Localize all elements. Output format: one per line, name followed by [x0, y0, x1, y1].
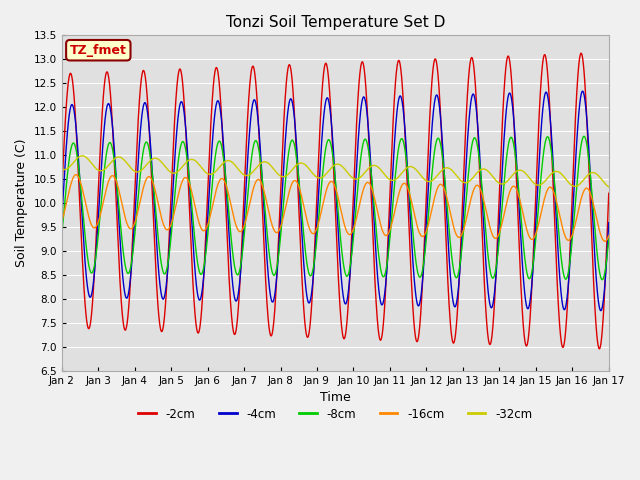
- -32cm: [605, 184, 612, 190]
- -8cm: [268, 266, 275, 272]
- Legend: -2cm, -4cm, -8cm, -16cm, -32cm: -2cm, -4cm, -8cm, -16cm, -32cm: [134, 403, 537, 425]
- -16cm: [291, 178, 299, 183]
- -8cm: [291, 146, 299, 152]
- -4cm: [120, 286, 128, 291]
- Line: -16cm: -16cm: [61, 175, 609, 241]
- Line: -4cm: -4cm: [61, 91, 609, 311]
- -16cm: [153, 194, 161, 200]
- -2cm: [595, 343, 602, 348]
- -2cm: [577, 50, 585, 56]
- -16cm: [605, 233, 612, 239]
- -2cm: [535, 114, 543, 120]
- -4cm: [597, 308, 605, 313]
- Line: -32cm: -32cm: [61, 156, 609, 187]
- -32cm: [153, 156, 161, 161]
- Text: TZ_fmet: TZ_fmet: [70, 44, 127, 57]
- -16cm: [601, 239, 609, 244]
- -4cm: [579, 88, 586, 94]
- -8cm: [580, 133, 588, 139]
- Y-axis label: Soil Temperature (C): Soil Temperature (C): [15, 139, 28, 267]
- -2cm: [268, 333, 275, 338]
- -16cm: [58, 218, 65, 224]
- -16cm: [268, 221, 275, 227]
- -8cm: [605, 236, 612, 242]
- -4cm: [595, 297, 602, 302]
- -8cm: [598, 277, 606, 283]
- -32cm: [536, 182, 543, 188]
- -2cm: [605, 191, 612, 196]
- -16cm: [72, 172, 80, 178]
- -4cm: [291, 123, 299, 129]
- -16cm: [595, 223, 602, 228]
- -8cm: [58, 233, 65, 239]
- -4cm: [535, 159, 543, 165]
- X-axis label: Time: Time: [320, 391, 351, 404]
- Title: Tonzi Soil Temperature Set D: Tonzi Soil Temperature Set D: [225, 15, 445, 30]
- -2cm: [595, 346, 603, 352]
- -4cm: [153, 239, 161, 245]
- -32cm: [58, 166, 65, 172]
- -8cm: [153, 217, 161, 223]
- Line: -2cm: -2cm: [61, 53, 609, 349]
- -4cm: [605, 220, 612, 226]
- -2cm: [291, 125, 299, 131]
- -16cm: [120, 211, 128, 217]
- -32cm: [291, 163, 299, 169]
- -16cm: [536, 218, 543, 224]
- -2cm: [153, 280, 161, 286]
- -32cm: [595, 172, 602, 178]
- -32cm: [268, 164, 275, 169]
- -8cm: [535, 197, 543, 203]
- -32cm: [79, 153, 86, 159]
- -4cm: [58, 217, 65, 223]
- -2cm: [120, 324, 128, 330]
- -32cm: [120, 157, 128, 163]
- -4cm: [268, 297, 275, 303]
- Line: -8cm: -8cm: [61, 136, 609, 280]
- -2cm: [58, 192, 65, 197]
- -8cm: [120, 255, 128, 261]
- -8cm: [595, 260, 602, 265]
